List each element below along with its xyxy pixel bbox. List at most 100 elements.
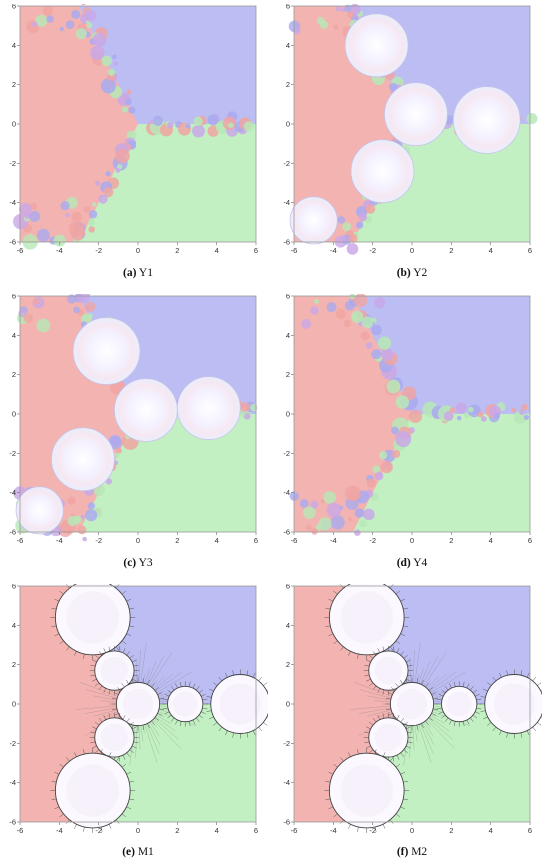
x-tick-label: 0 — [410, 246, 414, 255]
bulb-fringe — [103, 648, 107, 653]
y-tick-label: 4 — [12, 331, 16, 340]
y-tick-label: 2 — [286, 370, 290, 379]
bulb-fringe — [387, 713, 393, 716]
bulb-fringe — [252, 672, 256, 678]
boundary-blob — [42, 5, 54, 16]
caption-name: Y4 — [413, 557, 428, 569]
bulb-fringe — [94, 654, 100, 659]
caption-letter: (d) — [396, 557, 411, 569]
bulb-fringe — [374, 749, 377, 755]
x-tick-label: -4 — [56, 826, 63, 835]
boundary-blob — [24, 212, 31, 219]
bulb-fringe — [328, 598, 334, 602]
y-tick-label: -2 — [283, 739, 290, 748]
bulb-fringe — [167, 714, 172, 719]
boundary-blob — [73, 306, 80, 314]
boundary-blob — [88, 210, 98, 219]
pale-disc — [350, 139, 415, 204]
bulb-fringe — [441, 714, 446, 719]
bulb-shade — [100, 723, 129, 752]
bulb-fringe — [357, 749, 359, 755]
bulb-fringe — [263, 682, 268, 686]
boundary-blob — [31, 21, 38, 27]
bulb-fringe — [108, 689, 111, 695]
bulb-shade — [172, 691, 198, 717]
bulb-fringe — [129, 780, 135, 783]
bulb-fringe — [366, 726, 371, 730]
bulb-fringe — [506, 670, 508, 676]
boundary-blob — [128, 106, 136, 114]
boundary-blob — [75, 28, 87, 40]
bulb-fringe — [142, 725, 145, 731]
x-tick-label: -6 — [17, 246, 24, 255]
x-tick-label: 0 — [136, 246, 140, 255]
bulb-fringe — [400, 806, 406, 810]
x-tick-label: 6 — [528, 536, 532, 545]
boundary-blob — [250, 403, 258, 412]
boundary-blob — [456, 415, 462, 421]
bulb-fringe — [167, 689, 172, 694]
plot-content — [13, 4, 256, 250]
bulb-fringe — [377, 715, 381, 720]
bulb-fringe — [425, 683, 429, 688]
bulb-fringe — [132, 745, 137, 749]
x-tick-label: 0 — [136, 536, 140, 545]
bulb-fringe — [453, 681, 456, 687]
bulb-fringe — [163, 698, 168, 701]
boundary-blob — [365, 342, 373, 349]
boundary-blob — [92, 202, 97, 207]
boundary-blob — [342, 222, 352, 232]
bulb-fringe — [407, 741, 413, 744]
bulb-fringe — [387, 692, 393, 695]
boundary-blob — [337, 216, 346, 224]
bulb-fringe — [348, 651, 351, 656]
bulb-fringe — [225, 672, 228, 678]
bulb-fringe — [170, 717, 175, 722]
boundary-blob — [371, 324, 382, 336]
boundary-blob — [192, 124, 205, 138]
x-tick-label: 0 — [410, 826, 414, 835]
y-tick-label: 4 — [12, 621, 16, 630]
y-tick-label: 2 — [12, 370, 16, 379]
bulb-fringe — [132, 726, 137, 730]
boundary-blob — [391, 426, 399, 435]
boundary-blob — [373, 297, 386, 309]
y-tick-label: 6 — [12, 4, 16, 11]
bulb-fringe — [179, 681, 182, 687]
bulb-fringe — [147, 679, 150, 685]
bulb-fringe — [94, 749, 100, 754]
boundary-blob — [355, 221, 364, 229]
boundary-blob — [380, 460, 393, 474]
basin-plot-m1: -6 -4 -2 0 2 4 6 6 4 2 0 -2 -4 -6 — [9, 584, 268, 835]
bulb-shade — [446, 691, 472, 717]
bulb-fringe — [192, 719, 196, 725]
bulb-fringe — [400, 771, 406, 775]
bulb-fringe — [54, 771, 60, 775]
bulb-fringe — [201, 711, 206, 715]
bulb-shade — [396, 688, 428, 720]
bulb-fringe — [90, 741, 96, 744]
bulb-fringe — [51, 625, 57, 628]
boundary-blob — [333, 24, 339, 30]
plot-frame — [19, 295, 257, 533]
bulb-fringe — [416, 725, 419, 731]
bulb-fringe — [453, 721, 456, 727]
bulb-fringe — [151, 720, 155, 725]
pale-disc — [72, 317, 141, 385]
y-tick-label: -4 — [9, 778, 16, 787]
pale-disc — [51, 427, 115, 492]
boundary-blob — [526, 113, 538, 125]
bulb-shade — [219, 683, 261, 725]
bulb-fringe — [333, 640, 338, 645]
bulb-fringe — [466, 683, 470, 689]
bulb-fringe — [325, 625, 331, 628]
bulb-fringe — [325, 780, 331, 783]
x-tick-label: 0 — [410, 536, 414, 545]
bulb-fringe — [54, 633, 60, 637]
bulb-fringe — [115, 646, 120, 651]
bulb-fringe — [154, 717, 159, 721]
boundary-blob — [379, 451, 388, 460]
bulb-fringe — [372, 651, 377, 656]
boundary-blob — [348, 233, 358, 243]
bulb-fringe — [476, 698, 482, 701]
